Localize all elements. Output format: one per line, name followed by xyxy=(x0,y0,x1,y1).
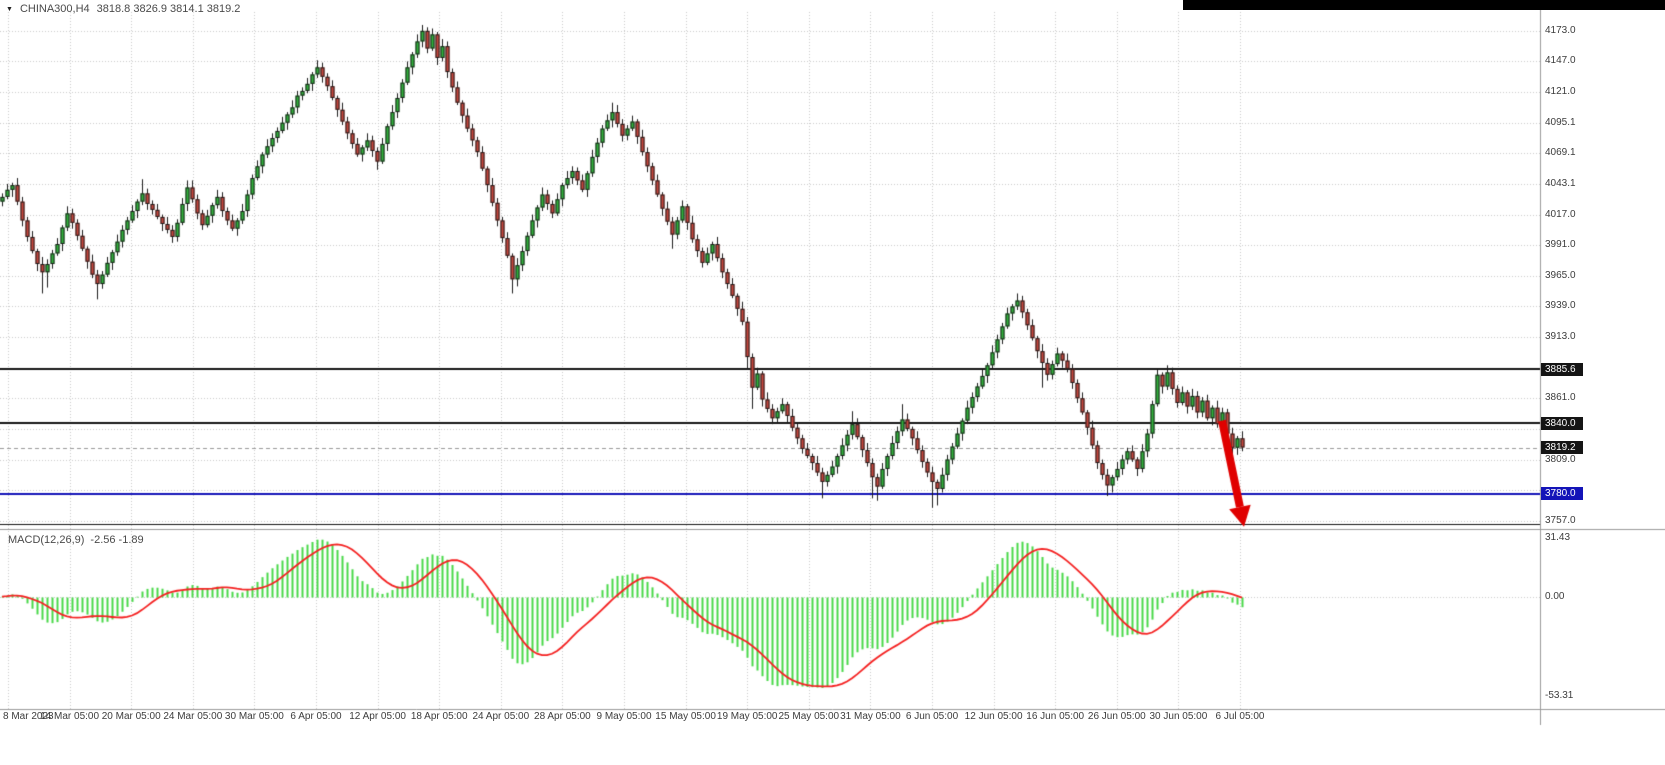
price-level-badge: 3780.0 xyxy=(1541,487,1583,501)
macd-scale-tick: 31.43 xyxy=(1545,532,1571,543)
price-tick: 4043.1 xyxy=(1545,177,1576,189)
time-axis-label: 24 Apr 05:00 xyxy=(472,711,530,722)
time-axis-label: 6 Jul 05:00 xyxy=(1215,711,1265,722)
time-axis-label: 12 Jun 05:00 xyxy=(964,711,1023,722)
time-axis-label: 6 Jun 05:00 xyxy=(905,711,959,722)
price-tick: 4069.1 xyxy=(1545,147,1576,159)
time-axis-label: 16 Jun 05:00 xyxy=(1026,711,1085,722)
macd-scale-tick: -53.31 xyxy=(1545,690,1574,702)
time-axis-label: 19 May 05:00 xyxy=(716,711,778,722)
price-tick: 4095.1 xyxy=(1545,116,1576,128)
macd-name: MACD(12,26,9) xyxy=(8,534,85,546)
symbol-ohlc-label: ▼ CHINA300,H4 3818.8 3826.9 3814.1 3819.… xyxy=(6,3,240,15)
symbol-name: CHINA300,H4 xyxy=(19,3,90,15)
time-axis-label: 24 Mar 05:00 xyxy=(163,711,223,722)
chart-dropdown-icon[interactable]: ▼ xyxy=(6,5,13,13)
price-tick: 3757.0 xyxy=(1545,514,1576,526)
price-tick: 4147.0 xyxy=(1545,55,1576,67)
price-level-badge: 3840.0 xyxy=(1541,416,1583,430)
time-axis-label: 30 Mar 05:00 xyxy=(224,711,284,722)
price-tick: 4017.0 xyxy=(1545,208,1576,220)
macd-indicator-label: MACD(12,26,9) -2.56 -1.89 xyxy=(8,534,150,546)
price-tick: 3913.0 xyxy=(1545,331,1576,343)
price-tick: 3939.0 xyxy=(1545,300,1576,312)
time-axis-label: 12 Apr 05:00 xyxy=(349,711,406,722)
price-tick: 3861.0 xyxy=(1545,392,1576,404)
price-tick: 3991.0 xyxy=(1545,239,1576,251)
time-axis-label: 14 Mar 05:00 xyxy=(40,711,100,722)
time-axis-label: 30 Jun 05:00 xyxy=(1149,711,1208,722)
time-axis-label: 9 May 05:00 xyxy=(596,711,652,722)
time-axis-label: 25 May 05:00 xyxy=(778,711,840,722)
macd-scale-tick: 0.00 xyxy=(1545,590,1565,602)
price-tick: 3809.0 xyxy=(1545,453,1576,465)
time-axis-label: 31 May 05:00 xyxy=(840,711,901,722)
time-axis-label: 6 Apr 05:00 xyxy=(290,711,342,722)
macd-values: -2.56 -1.89 xyxy=(90,534,144,546)
price-level-badge: 3885.6 xyxy=(1541,362,1583,376)
time-axis-label: 20 Mar 05:00 xyxy=(101,711,161,722)
time-axis-label: 26 Jun 05:00 xyxy=(1087,711,1146,722)
top-black-strip xyxy=(1183,0,1665,10)
time-axis-label: 8 Mar 2023 xyxy=(3,711,54,722)
time-axis-label: 18 Apr 05:00 xyxy=(410,711,468,722)
time-axis-label: 28 Apr 05:00 xyxy=(534,711,591,722)
price-tick: 3965.0 xyxy=(1545,269,1576,281)
time-axis-label: 15 May 05:00 xyxy=(655,711,716,722)
price-tick: 4173.0 xyxy=(1545,24,1576,36)
ohlc-values: 3818.8 3826.9 3814.1 3819.2 xyxy=(96,3,241,15)
price-tick: 4121.0 xyxy=(1545,86,1576,98)
current-price-badge: 3819.2 xyxy=(1541,441,1583,454)
